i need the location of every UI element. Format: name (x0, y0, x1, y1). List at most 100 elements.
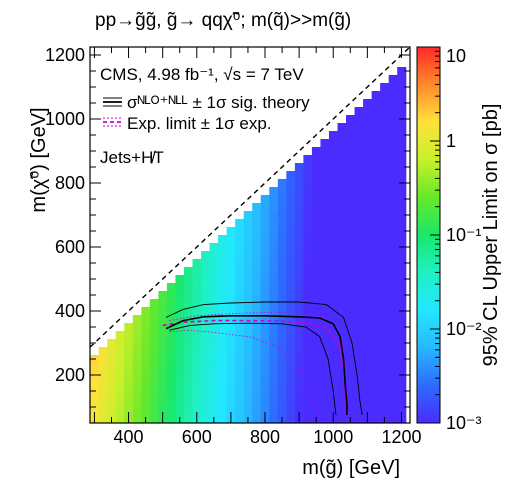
heatmap-cell (354, 339, 364, 348)
y-tick-label: 800 (55, 173, 85, 193)
heatmap-cell (286, 275, 296, 284)
heatmap-cell (175, 379, 185, 388)
heatmap-cell (201, 315, 211, 324)
heatmap-cell (397, 67, 407, 76)
heatmap-cell (166, 331, 177, 340)
heatmap-cell (294, 251, 304, 260)
heatmap-cell (397, 131, 407, 140)
heatmap-cell (303, 395, 313, 404)
heatmap-cell (328, 355, 339, 364)
heatmap-cell (252, 419, 262, 423)
heatmap-cell (303, 387, 313, 396)
heatmap-cell (252, 227, 262, 236)
heatmap-cell (388, 211, 398, 220)
heatmap-cell (243, 299, 253, 308)
heatmap-cell (158, 331, 168, 340)
heatmap-cell (158, 291, 168, 300)
heatmap-cell (328, 195, 339, 204)
heatmap-cell (328, 203, 339, 212)
heatmap-cell (371, 347, 381, 356)
heatmap-cell (337, 155, 347, 164)
heatmap-cell (371, 115, 381, 124)
heatmap-cell (337, 163, 347, 172)
heatmap-cell (226, 339, 236, 348)
heatmap-cell (243, 219, 253, 228)
heatmap-cell (346, 203, 356, 212)
heatmap-cell (371, 267, 381, 276)
heatmap-cell (397, 227, 407, 236)
heatmap-cell (371, 195, 381, 204)
heatmap-cell (354, 379, 364, 388)
heatmap-cell (363, 195, 373, 204)
heatmap-cell (388, 379, 398, 388)
heatmap-cell (235, 299, 245, 308)
heatmap-cell (269, 379, 279, 388)
heatmap-cell (354, 155, 364, 164)
heatmap-cell (397, 323, 407, 332)
heatmap-cell (337, 419, 347, 423)
heatmap-cell (132, 379, 142, 388)
heatmap-cell (320, 155, 330, 164)
heatmap-cell (354, 179, 364, 188)
heatmap-cell (320, 371, 330, 380)
heatmap-cell (260, 363, 270, 372)
heatmap-cell (363, 171, 373, 180)
heatmap-cell (226, 331, 236, 340)
heatmap-cell (328, 347, 339, 356)
heatmap-cell (294, 203, 304, 212)
heatmap-cell (269, 339, 279, 348)
heatmap-cell (277, 411, 287, 420)
heatmap-cell (269, 403, 279, 412)
heatmap-cell (166, 395, 177, 404)
heatmap-cell (346, 323, 356, 332)
heatmap-cell (346, 235, 356, 244)
heatmap-cell (166, 323, 177, 332)
heatmap-cell (380, 163, 390, 172)
heatmap-cell (303, 283, 313, 292)
heatmap-cell (218, 339, 228, 348)
heatmap-cell (218, 355, 228, 364)
heatmap-cell (158, 387, 168, 396)
heatmap-cell (311, 219, 322, 228)
heatmap-cell (209, 307, 219, 316)
heatmap-cell (209, 331, 219, 340)
heatmap-cell (320, 387, 330, 396)
heatmap-cell (311, 331, 322, 340)
heatmap-cell (192, 323, 202, 332)
heatmap-cell (354, 203, 364, 212)
heatmap-cell (132, 339, 142, 348)
heatmap-cell (124, 355, 134, 364)
heatmap-cell (371, 163, 381, 172)
heatmap-cell (269, 355, 279, 364)
heatmap-cell (235, 275, 245, 284)
heatmap-cell (226, 387, 236, 396)
heatmap-cell (277, 291, 287, 300)
heatmap-cell (397, 163, 407, 172)
heatmap-cell (294, 299, 304, 308)
heatmap-cell (115, 387, 125, 396)
heatmap-cell (388, 275, 398, 284)
heatmap-cell (380, 147, 390, 156)
heatmap-cell (243, 347, 253, 356)
heatmap-cell (201, 379, 211, 388)
heatmap-cell (158, 403, 168, 412)
heatmap-cell (252, 363, 262, 372)
heatmap-cell (183, 403, 194, 412)
heatmap-cell (269, 259, 279, 268)
heatmap-cell (380, 211, 390, 220)
heatmap-cell (363, 299, 373, 308)
heatmap-cell (209, 371, 219, 380)
heatmap-cell (363, 387, 373, 396)
heatmap-cell (192, 283, 202, 292)
heatmap-cell (175, 291, 185, 300)
heatmap-cell (269, 419, 279, 423)
heatmap-cell (294, 163, 304, 172)
heatmap-cell (346, 227, 356, 236)
heatmap-cell (235, 259, 245, 268)
y-tick-label: 400 (55, 301, 85, 321)
heatmap-cell (388, 283, 398, 292)
heatmap-cell (371, 155, 381, 164)
heatmap-cell (192, 291, 202, 300)
colorbar-tick-label: 10⁻³ (446, 413, 482, 433)
